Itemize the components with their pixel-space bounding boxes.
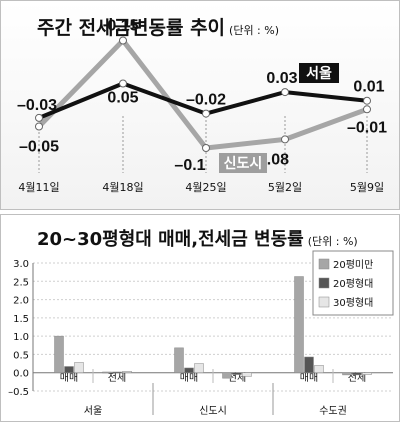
subcategory-label: 매매 — [300, 372, 318, 384]
data-label-seoul: 0.05 — [107, 90, 138, 107]
series-tag-seoul: 서울 — [306, 65, 332, 82]
x-tick-label: 5월2일 — [268, 180, 302, 194]
legend-label: 30평형대 — [333, 297, 373, 309]
bar-2 — [242, 372, 252, 377]
bar-0 — [102, 371, 112, 374]
series-tag-new-town-box — [219, 153, 267, 173]
line-chart-title-text: 주간 전세금변동률 추이 — [37, 17, 226, 39]
group-label: 신도시 — [199, 405, 227, 417]
y-tick-label: –0.5 — [8, 387, 29, 398]
x-tick-label: 4월11일 — [18, 180, 59, 194]
data-point — [119, 36, 127, 45]
bar-chart-unit: (단위 : %) — [307, 235, 358, 248]
bar-2 — [194, 363, 204, 373]
bar-0 — [174, 347, 184, 373]
y-tick-label: 1.0 — [13, 332, 29, 343]
bar-0 — [222, 372, 232, 379]
line-chart-svg: 4월11일 4월18일 4월25일 5월2일 5월9일 –0.03 0.05 –0.02 0.0… — [17, 18, 387, 195]
data-point — [202, 109, 210, 118]
subcategory-label: 매매 — [180, 372, 198, 384]
x-tick-label: 4월25일 — [185, 180, 226, 194]
y-tick-label: 2.0 — [13, 296, 29, 307]
data-point — [363, 96, 371, 105]
bar-2 — [362, 372, 372, 375]
bar-1 — [352, 372, 362, 376]
bar-0 — [342, 372, 352, 376]
bar-1 — [112, 371, 122, 374]
y-tick-label: 3.0 — [13, 259, 29, 270]
group-label: 수도권 — [319, 405, 347, 417]
data-point — [281, 88, 289, 97]
subcategory-label: 매매 — [60, 372, 78, 384]
data-label-seoul: –0.02 — [186, 92, 226, 109]
y-tick-label: 2.5 — [13, 277, 29, 288]
x-tick-label: 4월18일 — [102, 180, 143, 194]
data-point — [35, 122, 43, 131]
price-change-bar-chart-panel: 20~30평형대 매매,전세금 변동률 (단위 : %) 3.0 2.5 2.0 1.5… — [0, 214, 400, 422]
group-label: 서울 — [84, 405, 102, 417]
bar-2 — [314, 365, 324, 373]
data-label-seoul: 0.03 — [266, 70, 297, 87]
series-tag-new-town: 신도시 — [224, 156, 263, 172]
data-label-seoul: –0.03 — [17, 97, 57, 114]
data-label-new-town: –0.01 — [347, 119, 387, 136]
bar-chart-title: 20~30평형대 매매,전세금 변동률 (단위 : %) — [37, 225, 358, 251]
legend-swatch — [318, 277, 330, 289]
legend-swatch — [318, 258, 330, 270]
legend-swatch — [318, 296, 330, 308]
data-label-new-town: –0.1 — [174, 157, 205, 174]
subcategory-label: 전세 — [108, 372, 126, 384]
line-chart-unit: (단위 : %) — [229, 24, 280, 37]
bar-2 — [122, 371, 132, 373]
bar-chart-title-text: 20~30평형대 매매,전세금 변동률 — [37, 229, 304, 250]
data-point — [363, 105, 371, 114]
data-point — [119, 79, 127, 88]
data-label-seoul: 0.01 — [353, 79, 384, 96]
bar-2 — [74, 362, 84, 373]
data-label-new-town: 0.15 — [107, 18, 138, 35]
data-point — [35, 113, 43, 122]
line-chart-title: 주간 전세금변동률 추이 (단위 : %) — [37, 13, 279, 40]
legend-label: 20평형대 — [333, 278, 373, 290]
bar-0 — [54, 335, 64, 373]
bar-1 — [232, 372, 242, 375]
bar-1 — [64, 366, 74, 373]
weekly-jeonse-chart-panel: 주간 전세금변동률 추이 (단위 : %) 4월11일 4월18일 4월25일 5월2일… — [0, 0, 400, 210]
y-tick-label: 0.5 — [13, 350, 29, 361]
bar-1 — [184, 367, 194, 373]
y-tick-label: 1.5 — [13, 314, 29, 325]
legend-label: 20평미만 — [333, 259, 373, 271]
data-label-new-town: –0.05 — [19, 139, 59, 156]
subcategory-label: 전세 — [228, 372, 246, 384]
bar-1 — [304, 356, 314, 373]
x-tick-label: 5월9일 — [350, 180, 384, 194]
series-tag-seoul-box — [299, 63, 339, 83]
data-point — [281, 135, 289, 144]
y-tick-label: 0.0 — [13, 369, 29, 380]
bar-0 — [294, 276, 304, 373]
data-point — [202, 144, 210, 152]
